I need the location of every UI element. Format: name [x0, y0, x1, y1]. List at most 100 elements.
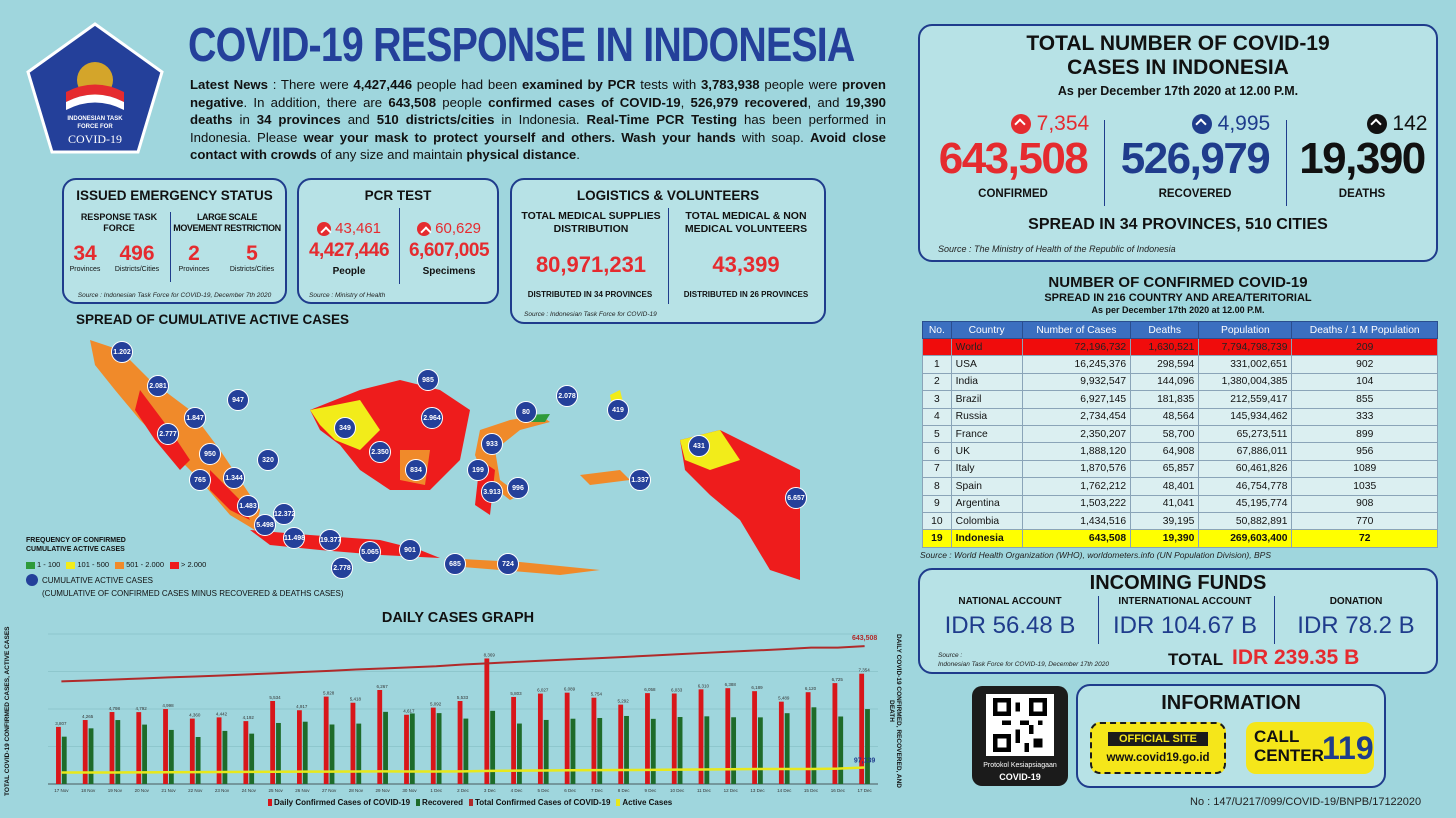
divider: [1098, 596, 1099, 644]
international-account-label: INTERNATIONAL ACCOUNT: [1118, 596, 1252, 607]
table-header-cell: Population: [1198, 321, 1293, 339]
qr-label-1: Protokol Kesiapsiagaan: [983, 762, 1057, 769]
qr-code-pattern: [993, 698, 1047, 752]
x-tick-label: 2 Dec: [457, 788, 470, 793]
confirmed-bar: [404, 714, 409, 784]
map-case-bubble: 2.078: [556, 385, 578, 407]
qr-code-icon[interactable]: [986, 694, 1054, 756]
emergency-source: Source : Indonesian Task Force for COVID…: [77, 292, 272, 299]
volunteers-note: DISTRIBUTED IN 26 PROVINCES: [683, 290, 809, 299]
official-site-url[interactable]: www.covid19.go.id: [1106, 752, 1210, 764]
call-center-button[interactable]: CALL CENTER 119: [1246, 722, 1374, 774]
table-cell: 9,932,547: [1021, 372, 1132, 392]
map-case-bubble: 80: [515, 401, 537, 423]
psbb-provinces-value: 2: [188, 242, 200, 265]
national-account-value: IDR 56.48 B: [944, 612, 1076, 639]
official-site-label: OFFICIAL SITE: [1108, 732, 1208, 746]
table-row: 19 Indonesia 643,508 19,390 269,603,400 72: [922, 529, 1438, 548]
donation-label: DONATION: [1329, 596, 1383, 607]
table-row: 4 Russia 2,734,454 48,564 145,934,462 333: [922, 407, 1438, 426]
chart-legend-label: Recovered: [422, 798, 463, 807]
news-text: recovered: [744, 94, 808, 110]
confirmed-data-label: 5,418: [350, 697, 362, 702]
qr-label-2: COVID-19: [999, 772, 1041, 782]
pcr-test-panel: PCR TEST 43,461 4,427,446 People 60,629 …: [297, 178, 499, 304]
recovered-bar: [677, 717, 683, 784]
x-tick-label: 5 Dec: [537, 788, 550, 793]
table-row: 5 France 2,350,207 58,700 65,273,511 899: [922, 424, 1438, 444]
map-case-bubble: 724: [497, 553, 519, 575]
confirmed-data-label: 6,189: [751, 685, 763, 690]
confirmed-bar: [136, 712, 142, 784]
confirmed-bar: [752, 691, 757, 784]
bubble-legend-note: (CUMULATIVE OF CONFIRMED CASES MINUS REC…: [42, 589, 344, 598]
official-site-link[interactable]: OFFICIAL SITE www.covid19.go.id: [1090, 722, 1226, 774]
deaths-label: DEATHS: [1338, 188, 1386, 200]
confirmed-data-label: 3,807: [55, 721, 67, 726]
national-account-label: NATIONAL ACCOUNT: [958, 596, 1062, 607]
logistics-panel: LOGISTICS & VOLUNTEERS TOTAL MEDICAL SUP…: [510, 178, 826, 324]
news-recovered: 526,979: [690, 94, 739, 110]
x-tick-label: 21 Nov: [161, 788, 176, 793]
volunteers-value: 43,399: [712, 252, 780, 277]
map-case-bubble: 349: [334, 417, 356, 439]
recovered-bar: [490, 710, 496, 784]
news-label: Latest News: [190, 77, 269, 92]
table-cell: 269,603,400: [1198, 529, 1293, 548]
map-case-bubble: 1.847: [184, 407, 206, 429]
map-case-bubble: 2.081: [147, 375, 169, 397]
news-negative: 3,783,938: [700, 77, 760, 92]
table-cell: 1,888,120: [1021, 442, 1132, 461]
qr-code-box[interactable]: Protokol Kesiapsiagaan COVID-19: [972, 686, 1068, 786]
table-cell: 4: [922, 407, 952, 426]
response-task-force-label: RESPONSE TASK FORCE: [80, 212, 158, 233]
legend-range-item: 101 - 500: [66, 560, 109, 569]
table-cell: 72: [1291, 529, 1438, 548]
table-row: World 72,196,732 1,630,521 7,794,798,739 209: [922, 337, 1438, 357]
table-cell: 39,195: [1130, 511, 1200, 531]
confirmed-bar: [82, 720, 88, 784]
world-table-wrap: No. Country Number of Cases Deaths Populatio…: [922, 321, 1438, 548]
confirmed-bar: [859, 673, 865, 784]
recovered-bar: [731, 717, 737, 784]
incoming-funds-panel: INCOMING FUNDS NATIONAL ACCOUNT IDR 56.4…: [918, 568, 1438, 674]
map-case-bubble: 3.913: [481, 481, 503, 503]
map-case-bubble: 901: [399, 539, 421, 561]
legend-range-label: 101 - 500: [77, 560, 110, 569]
recovered-bar: [650, 718, 656, 784]
table-cell: 144,096: [1130, 372, 1200, 392]
total-title-1: TOTAL NUMBER OF COVID-19: [1026, 32, 1330, 55]
legend-color-swatch: [66, 561, 76, 569]
x-tick-label: 3 Dec: [484, 788, 497, 793]
confirmed-bar: [618, 704, 624, 784]
x-tick-label: 4 Dec: [511, 788, 524, 793]
table-cell: 899: [1291, 424, 1438, 444]
confirmed-data-label: 6,058: [644, 687, 656, 692]
table-cell: 65,857: [1130, 459, 1200, 479]
table-cell: 64,908: [1130, 442, 1200, 461]
x-tick-label: 23 Nov: [215, 788, 230, 793]
table-row: 9 Argentina 1,503,222 41,041 45,195,774 908: [922, 494, 1438, 513]
chart-legend-item: Active Cases: [616, 798, 672, 807]
confirmed-bar: [189, 718, 195, 784]
chart-legend-item: Daily Confirmed Cases of COVID-19: [268, 798, 410, 807]
table-row: 3 Brazil 6,927,145 181,835 212,559,417 855: [922, 390, 1438, 409]
recovered-bar: [222, 730, 228, 784]
confirmed-bar: [377, 689, 383, 784]
legend-title-2: CUMULATIVE ACTIVE CASES: [26, 546, 125, 553]
table-cell: 956: [1291, 442, 1438, 461]
map-case-bubble: 1.202: [111, 341, 133, 363]
table-cell: Indonesia: [950, 529, 1023, 548]
table-row: 1 USA 16,245,376 298,594 331,002,651 902: [922, 355, 1438, 374]
pcr-title: PCR TEST: [364, 188, 432, 203]
recovered-bar: [784, 713, 790, 784]
table-cell: 5: [922, 424, 952, 444]
confirmed-data-label: 6,089: [564, 687, 576, 692]
table-cell: 770: [1291, 511, 1438, 531]
table-row: 2 India 9,932,547 144,096 1,380,004,385 104: [922, 372, 1438, 392]
world-source: Source : World Health Organization (WHO)…: [920, 550, 1271, 560]
total-title-2: CASES IN INDONESIA: [1067, 56, 1289, 79]
confirmed-data-label: 4,442: [216, 711, 228, 716]
confirmed-data-label: 6,120: [805, 686, 817, 691]
confirmed-data-label: 5,489: [778, 696, 790, 701]
